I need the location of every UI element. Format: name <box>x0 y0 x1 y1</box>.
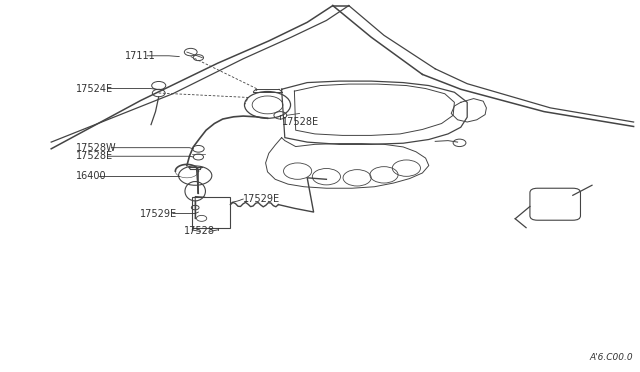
Text: 17524E: 17524E <box>76 84 113 93</box>
Bar <box>192 197 230 228</box>
Text: 16400: 16400 <box>76 171 106 180</box>
Text: 17528W: 17528W <box>76 143 116 153</box>
Text: 17528E: 17528E <box>282 117 319 127</box>
Text: 17528E: 17528E <box>76 151 113 161</box>
Text: A'6.C00.0: A'6.C00.0 <box>590 353 634 362</box>
Text: 17111: 17111 <box>125 51 156 61</box>
Text: 17529E: 17529E <box>243 194 280 204</box>
Text: 17529E: 17529E <box>140 209 177 218</box>
Text: 17528: 17528 <box>184 227 215 236</box>
